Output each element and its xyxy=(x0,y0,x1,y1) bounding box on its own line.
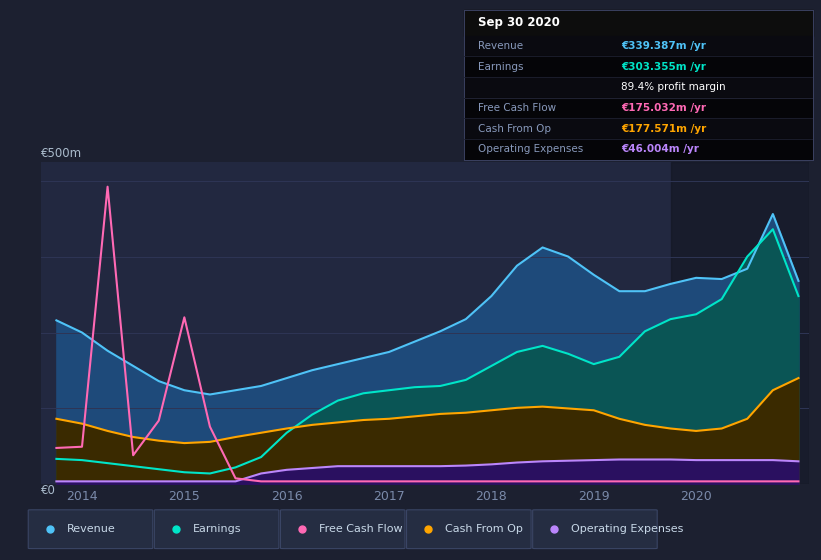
Text: Revenue: Revenue xyxy=(478,41,523,51)
FancyBboxPatch shape xyxy=(533,510,657,549)
Bar xyxy=(464,57,813,77)
Bar xyxy=(671,162,809,484)
Text: €339.387m /yr: €339.387m /yr xyxy=(621,41,706,51)
Bar xyxy=(464,36,813,57)
Text: Free Cash Flow: Free Cash Flow xyxy=(319,524,402,534)
FancyBboxPatch shape xyxy=(281,510,405,549)
Text: Earnings: Earnings xyxy=(478,62,523,72)
Bar xyxy=(464,10,813,36)
Text: Revenue: Revenue xyxy=(67,524,116,534)
Text: Operating Expenses: Operating Expenses xyxy=(478,144,583,155)
Text: €46.004m /yr: €46.004m /yr xyxy=(621,144,699,155)
Text: €500m: €500m xyxy=(41,147,82,160)
Text: €175.032m /yr: €175.032m /yr xyxy=(621,103,706,113)
FancyBboxPatch shape xyxy=(154,510,279,549)
Text: Sep 30 2020: Sep 30 2020 xyxy=(478,16,560,29)
Bar xyxy=(464,97,813,118)
Text: €177.571m /yr: €177.571m /yr xyxy=(621,124,706,134)
Text: Operating Expenses: Operating Expenses xyxy=(571,524,684,534)
Bar xyxy=(464,77,813,97)
FancyBboxPatch shape xyxy=(28,510,153,549)
Bar xyxy=(464,139,813,160)
Text: 89.4% profit margin: 89.4% profit margin xyxy=(621,82,726,92)
Text: €0: €0 xyxy=(41,484,56,497)
Text: Cash From Op: Cash From Op xyxy=(445,524,523,534)
FancyBboxPatch shape xyxy=(406,510,531,549)
Text: Cash From Op: Cash From Op xyxy=(478,124,551,134)
Text: Free Cash Flow: Free Cash Flow xyxy=(478,103,556,113)
Text: Earnings: Earnings xyxy=(193,524,241,534)
Bar xyxy=(464,118,813,139)
Text: €303.355m /yr: €303.355m /yr xyxy=(621,62,706,72)
